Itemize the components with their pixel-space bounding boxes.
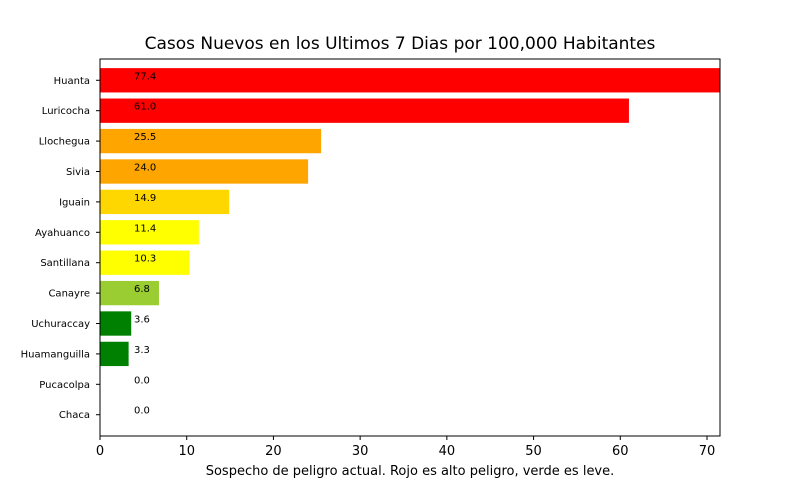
x-tick-label: 0 bbox=[96, 444, 104, 459]
value-label: 0.0 bbox=[134, 375, 150, 386]
value-label: 77.4 bbox=[134, 71, 156, 82]
bar bbox=[100, 341, 129, 367]
category-label: Luricocha bbox=[42, 106, 90, 117]
bar bbox=[100, 189, 230, 215]
bar bbox=[100, 128, 322, 154]
chart-title: Casos Nuevos en los Ultimos 7 Dias por 1… bbox=[145, 34, 656, 54]
x-axis-label: Sospecho de peligro actual. Rojo es alto… bbox=[206, 464, 615, 479]
bar bbox=[100, 68, 720, 93]
x-tick-label: 50 bbox=[525, 444, 542, 459]
category-label: Pucacolpa bbox=[39, 380, 90, 391]
value-label: 6.8 bbox=[134, 284, 150, 295]
x-tick-label: 40 bbox=[439, 444, 456, 459]
value-label: 11.4 bbox=[134, 223, 156, 234]
x-tick-label: 20 bbox=[265, 444, 282, 459]
category-label: Huamanguilla bbox=[21, 349, 90, 360]
bar bbox=[100, 159, 309, 184]
x-tick-label: 70 bbox=[699, 444, 716, 459]
category-label: Sivia bbox=[66, 167, 90, 178]
x-tick-label: 60 bbox=[612, 444, 629, 459]
bars-group bbox=[100, 68, 720, 367]
value-label: 14.9 bbox=[134, 193, 156, 204]
bar bbox=[100, 220, 199, 245]
category-label: Ayahuanco bbox=[35, 228, 90, 239]
category-label: Chaca bbox=[59, 410, 90, 421]
value-label: 24.0 bbox=[134, 162, 156, 173]
plot-area: Huanta 77.4 Luricocha 61.0 Llochegua 25.5 Sivi… bbox=[21, 58, 721, 459]
bar bbox=[100, 98, 629, 123]
category-label: Llochegua bbox=[39, 137, 90, 148]
value-label: 10.3 bbox=[134, 254, 156, 265]
axes-frame bbox=[99, 58, 721, 437]
value-label: 0.0 bbox=[134, 406, 150, 417]
value-label: 25.5 bbox=[134, 132, 156, 143]
category-label: Iguain bbox=[59, 197, 90, 208]
bar bbox=[100, 250, 190, 275]
category-label: Uchuraccay bbox=[31, 319, 90, 330]
category-label: Santillana bbox=[40, 258, 90, 269]
value-label: 3.3 bbox=[134, 345, 150, 356]
category-label: Huanta bbox=[54, 76, 90, 87]
category-label: Canayre bbox=[48, 289, 90, 300]
bar bbox=[100, 311, 132, 336]
x-tick-label: 10 bbox=[178, 444, 195, 459]
bar bbox=[100, 280, 159, 306]
value-label: 3.6 bbox=[134, 315, 150, 326]
x-tick-label: 30 bbox=[352, 444, 369, 459]
value-label: 61.0 bbox=[134, 102, 156, 113]
